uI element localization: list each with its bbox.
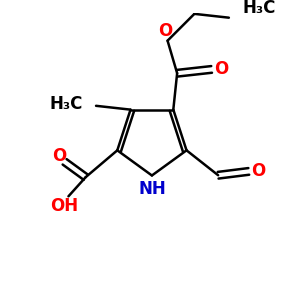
Text: O: O [214,60,228,78]
Text: H₃C: H₃C [49,95,82,113]
Text: O: O [52,147,66,165]
Text: NH: NH [138,180,166,198]
Text: O: O [158,22,173,40]
Text: O: O [251,162,266,180]
Text: OH: OH [51,197,79,215]
Text: H₃C: H₃C [242,0,276,17]
